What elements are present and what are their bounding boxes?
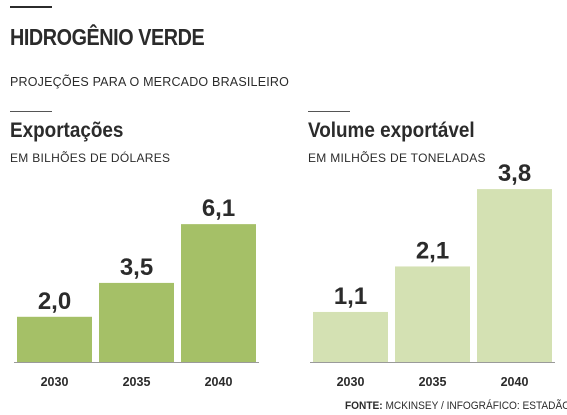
volume-value-label-2040: 3,8	[498, 160, 531, 187]
volume-value-label-2030: 1,1	[334, 283, 367, 310]
exports-bar-2040	[181, 224, 256, 362]
page-subtitle: PROJEÇÕES PARA O MERCADO BRASILEIRO	[10, 75, 290, 89]
source-credit: FONTE: MCKINSEY / INFOGRÁFICO: ESTADÃO	[345, 400, 567, 412]
exports-value-label-2030: 2,0	[38, 288, 71, 315]
exports-category-label-2040: 2040	[205, 375, 233, 389]
exports-bar-2035	[99, 282, 174, 362]
volume-bar-2040	[477, 189, 552, 362]
volume-section-rule	[308, 111, 350, 112]
exports-bar-2030	[17, 316, 92, 362]
exports-chart-subtitle: EM BILHÕES DE DÓLARES	[10, 151, 171, 165]
volume-bar-2035	[395, 266, 470, 362]
page-title: HIDROGÊNIO VERDE	[10, 24, 205, 50]
exports-value-label-2035: 3,5	[120, 254, 153, 281]
exports-category-label-2030: 2030	[41, 375, 69, 389]
source-label: FONTE:	[345, 400, 383, 412]
volume-category-label-2035: 2035	[419, 375, 447, 389]
volume-bar-2030	[313, 311, 388, 362]
volume-chart-subtitle: EM MILHÕES DE TONELADAS	[308, 151, 486, 165]
volume-category-label-2040: 2040	[501, 375, 529, 389]
volume-value-label-2035: 2,1	[416, 237, 449, 264]
source-text: MCKINSEY / INFOGRÁFICO: ESTADÃO	[385, 400, 567, 412]
volume-chart-title: Volume exportável	[308, 119, 475, 142]
title-rule	[10, 6, 52, 8]
exports-section-rule	[10, 111, 52, 112]
exports-category-label-2035: 2035	[123, 375, 151, 389]
volume-category-label-2030: 2030	[337, 375, 365, 389]
exports-value-label-2040: 6,1	[202, 195, 235, 222]
exports-chart-title: Exportações	[10, 119, 124, 142]
